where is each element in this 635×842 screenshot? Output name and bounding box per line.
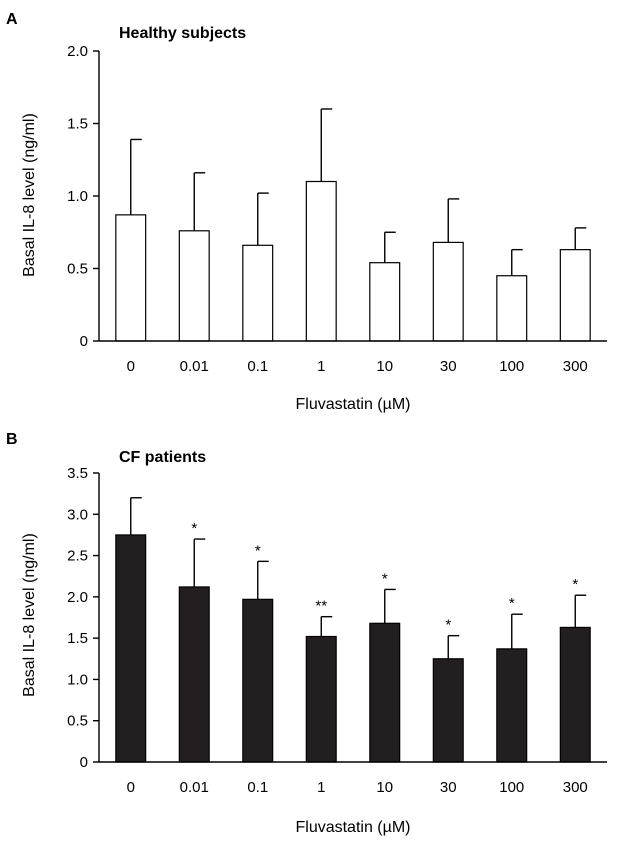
- panel-b-x-tick-label: 300: [563, 779, 588, 796]
- panel-a-y-tick-label: 0.5: [67, 261, 88, 278]
- panel-a-x-tick-label: 100: [499, 358, 524, 375]
- panel-b-x-tick-label: 0.01: [180, 779, 209, 796]
- panel-a-y-tick-label: 1.0: [67, 188, 88, 205]
- panel-b-y-tick-label: 2.5: [67, 548, 88, 565]
- panel-b-significance-mark: *: [191, 520, 197, 537]
- panel-b-x-tick-label: 0: [127, 779, 135, 796]
- panel-b-x-tick-label: 10: [376, 779, 393, 796]
- panel-b-x-axis-label: Fluvastatin (µM): [295, 819, 410, 836]
- panel-a-bar: [305, 180, 337, 342]
- panel-b-bar: [432, 658, 464, 763]
- panel-b-bar: [242, 598, 274, 763]
- panel-b-y-tick-label: 1.5: [67, 630, 88, 647]
- panel-a-bar: [178, 230, 210, 342]
- panel-b-significance-mark: **: [315, 598, 327, 615]
- panel-a-x-tick-label: 300: [563, 358, 588, 375]
- panel-b-y-tick-label: 3.0: [67, 506, 88, 523]
- panel-b: B CF patients Basal IL-8 level (ng/ml) F…: [6, 431, 607, 836]
- panel-a-y-tick-label: 2.0: [67, 43, 88, 60]
- panel-a-x-tick-label: 10: [376, 358, 393, 375]
- panel-b-significance-mark: *: [255, 542, 261, 559]
- panel-b-bar: [305, 635, 337, 763]
- panel-a-x-tick-label: 0: [127, 358, 135, 375]
- panel-b-bar: [559, 626, 591, 763]
- panel-a-y-tick-label: 1.5: [67, 116, 88, 133]
- panel-b-x-tick-label: 30: [440, 779, 457, 796]
- panel-b-x-tick-label: 1: [317, 779, 325, 796]
- panel-a-y-axis-label: Basal IL-8 level (ng/ml): [21, 113, 38, 277]
- panel-b-y-tick-label: 2.0: [67, 589, 88, 606]
- panel-b-bar: [115, 534, 147, 763]
- panel-a-letter: A: [6, 11, 18, 28]
- panel-a-bar: [559, 249, 591, 342]
- panel-a-x-tick-label: 1: [317, 358, 325, 375]
- panel-b-y-tick-label: 3.5: [67, 465, 88, 482]
- panel-a-bar: [115, 214, 147, 342]
- panel-a-title: Healthy subjects: [119, 25, 246, 42]
- panel-b-letter: B: [6, 431, 18, 448]
- panel-b-significance-mark: *: [382, 570, 388, 587]
- panel-a-bar: [496, 275, 528, 342]
- panel-b-y-tick-label: 1.0: [67, 671, 88, 688]
- panel-b-y-tick-label: 0: [80, 754, 88, 771]
- panel-a-y-tick-label: 0: [80, 333, 88, 350]
- panel-a-x-tick-label: 0.1: [247, 358, 268, 375]
- panel-a-x-tick-label: 30: [440, 358, 457, 375]
- panel-b-x-tick-label: 0.1: [247, 779, 268, 796]
- panel-b-y-tick-label: 0.5: [67, 713, 88, 730]
- panel-b-significance-mark: *: [509, 595, 515, 612]
- panel-a-x-axis-label: Fluvastatin (µM): [295, 396, 410, 413]
- panel-b-bar: [496, 648, 528, 763]
- panel-b-y-axis-label: Basal IL-8 level (ng/ml): [21, 533, 38, 697]
- panel-b-bar: [369, 622, 401, 763]
- panel-b-significance-mark: *: [445, 617, 451, 634]
- panel-a-bar: [369, 262, 401, 342]
- panel-b-significance-mark: *: [572, 576, 578, 593]
- panel-a: A Healthy subjects Basal IL-8 level (ng/…: [6, 11, 607, 413]
- panel-b-x-tick-label: 100: [499, 779, 524, 796]
- panel-a-bar: [242, 244, 274, 342]
- panel-a-bar: [432, 241, 464, 342]
- panel-b-title: CF patients: [119, 449, 206, 466]
- panel-b-bar: [178, 586, 210, 763]
- panel-a-x-tick-label: 0.01: [180, 358, 209, 375]
